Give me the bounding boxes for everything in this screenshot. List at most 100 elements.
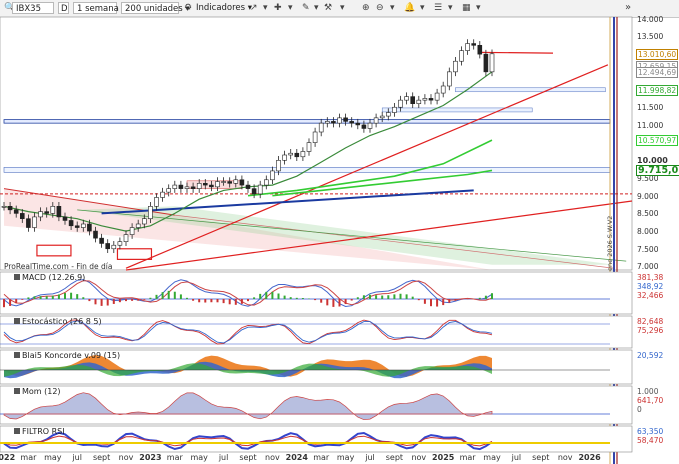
macd-panel-label[interactable]: MACD (12.26.9): [14, 273, 85, 283]
macd-histogram-bar: [70, 292, 73, 299]
zoom-in-icon[interactable]: ⊕: [362, 3, 370, 13]
macd-histogram-bar: [369, 294, 371, 299]
indicators-icon[interactable]: ⚙: [184, 3, 193, 13]
price-candle: [32, 216, 37, 228]
macd-histogram-bar: [277, 293, 280, 299]
macd-histogram-bar: [143, 299, 146, 300]
mom-value: 641,70: [637, 396, 664, 405]
price-axis-tick: 13.500: [637, 32, 664, 42]
macd-histogram-bar: [240, 299, 243, 304]
rsi-value: 58,470: [637, 436, 664, 445]
tools-icon[interactable]: ⚒: [324, 3, 333, 13]
rsi-panel-label[interactable]: FILTRO RSI: [14, 427, 65, 437]
macd-histogram-bar: [460, 299, 463, 300]
price-candle: [379, 115, 385, 119]
mom-panel-label[interactable]: Mom (12): [14, 387, 61, 397]
resistance-line: [479, 51, 554, 54]
low-marker-box: [116, 248, 153, 260]
price-candle: [81, 223, 86, 228]
price-candle: [203, 183, 208, 186]
price-candle: [117, 241, 123, 246]
macd-histogram-bar: [106, 299, 109, 306]
macd-histogram-bar: [57, 294, 60, 299]
price-axis-tick: 8.500: [637, 209, 659, 219]
stoch-panel-label[interactable]: Estocástico (26 8 5): [14, 317, 102, 327]
zoom-out-icon[interactable]: ⊖: [376, 3, 384, 13]
macd-value: 348,92: [637, 282, 664, 291]
x-axis-tick: may: [336, 453, 355, 462]
x-axis-tick: sept: [532, 453, 550, 462]
chevron-down-icon[interactable]: ▾: [340, 3, 345, 13]
chevron-down-icon[interactable]: ▾: [390, 3, 395, 13]
layout-icon[interactable]: ▦: [462, 3, 471, 13]
price-candle: [148, 206, 153, 219]
price-candle: [135, 223, 141, 228]
price-candle: [227, 181, 232, 184]
price-candle: [7, 206, 13, 211]
x-axis-tick: mar: [459, 453, 476, 462]
chevron-down-icon[interactable]: ▾: [288, 3, 293, 13]
price-candle: [44, 211, 50, 214]
macd-histogram-bar: [149, 297, 152, 299]
chevron-double-right-icon[interactable]: »: [625, 2, 632, 13]
price-candle: [142, 218, 147, 225]
price-axis-tick: 11.000: [637, 120, 664, 130]
units-selector[interactable]: 200 unidades ▾: [121, 2, 190, 14]
price-candle: [263, 179, 269, 186]
x-axis-tick: sept: [239, 453, 257, 462]
blai5-panel-label[interactable]: Blai5 Koncorde v.09 (15): [14, 351, 120, 361]
price-candle: [446, 71, 452, 87]
price-axis-tick: 8.000: [637, 227, 659, 237]
x-axis-tick: 2024: [285, 453, 308, 462]
price-candle: [270, 170, 275, 181]
price-candle: [306, 142, 312, 152]
macd-histogram-bar: [198, 299, 201, 303]
macd-panel-frame: [0, 271, 633, 315]
chevron-down-icon[interactable]: ▾: [448, 3, 453, 13]
macd-histogram-bar: [161, 292, 164, 299]
price-tag: 13.010,60: [636, 48, 679, 60]
list-icon[interactable]: ☰: [434, 3, 443, 13]
indicator-icon: [14, 388, 20, 394]
chevron-down-icon[interactable]: ▾: [263, 3, 268, 13]
zone-box: [381, 107, 533, 113]
chevron-down-icon: ▾: [185, 4, 190, 14]
price-candle: [318, 122, 324, 133]
low-marker-box: [36, 244, 72, 257]
pencil-icon[interactable]: ✎: [302, 3, 310, 13]
macd-histogram-bar: [33, 296, 36, 299]
period-badge[interactable]: D: [58, 2, 69, 14]
macd-histogram-bar: [289, 297, 292, 299]
chevron-down-icon[interactable]: ▾: [314, 3, 319, 13]
price-axis-tick: 10.000: [637, 156, 668, 166]
price-candle: [172, 184, 178, 189]
series-line-3: [247, 139, 493, 197]
price-candle: [453, 60, 458, 73]
price-tag: 11.998,82: [636, 84, 679, 96]
bell-icon[interactable]: 🔔: [404, 3, 416, 13]
instrument-selector[interactable]: IBX35: [12, 2, 54, 14]
macd-histogram-bar: [204, 299, 207, 303]
price-candle: [300, 151, 306, 158]
macd-histogram-bar: [484, 295, 487, 299]
price-candle: [215, 181, 220, 188]
price-axis-tick: 7.000: [637, 262, 659, 272]
macd-histogram-bar: [454, 299, 457, 301]
crosshair-icon[interactable]: ✚: [274, 3, 282, 13]
chevron-down-icon[interactable]: ▾: [476, 3, 481, 13]
price-candle: [209, 184, 214, 188]
price-candle: [99, 237, 104, 244]
arrow-icon[interactable]: ↗: [250, 3, 258, 13]
price-candle: [38, 211, 43, 218]
indicators-button[interactable]: Indicadores ▾: [196, 3, 253, 13]
macd-histogram-bar: [173, 291, 176, 299]
chevron-down-icon[interactable]: ▾: [420, 3, 425, 13]
price-candle: [166, 188, 171, 193]
search-icon[interactable]: 🔍: [4, 3, 16, 13]
channel-line: [77, 209, 627, 262]
macd-histogram-bar: [399, 293, 402, 299]
macd-histogram-bar: [210, 299, 213, 303]
macd-histogram-bar: [423, 299, 426, 304]
stoch-d-line: [3, 320, 493, 344]
x-axis-tick: nov: [557, 453, 573, 462]
